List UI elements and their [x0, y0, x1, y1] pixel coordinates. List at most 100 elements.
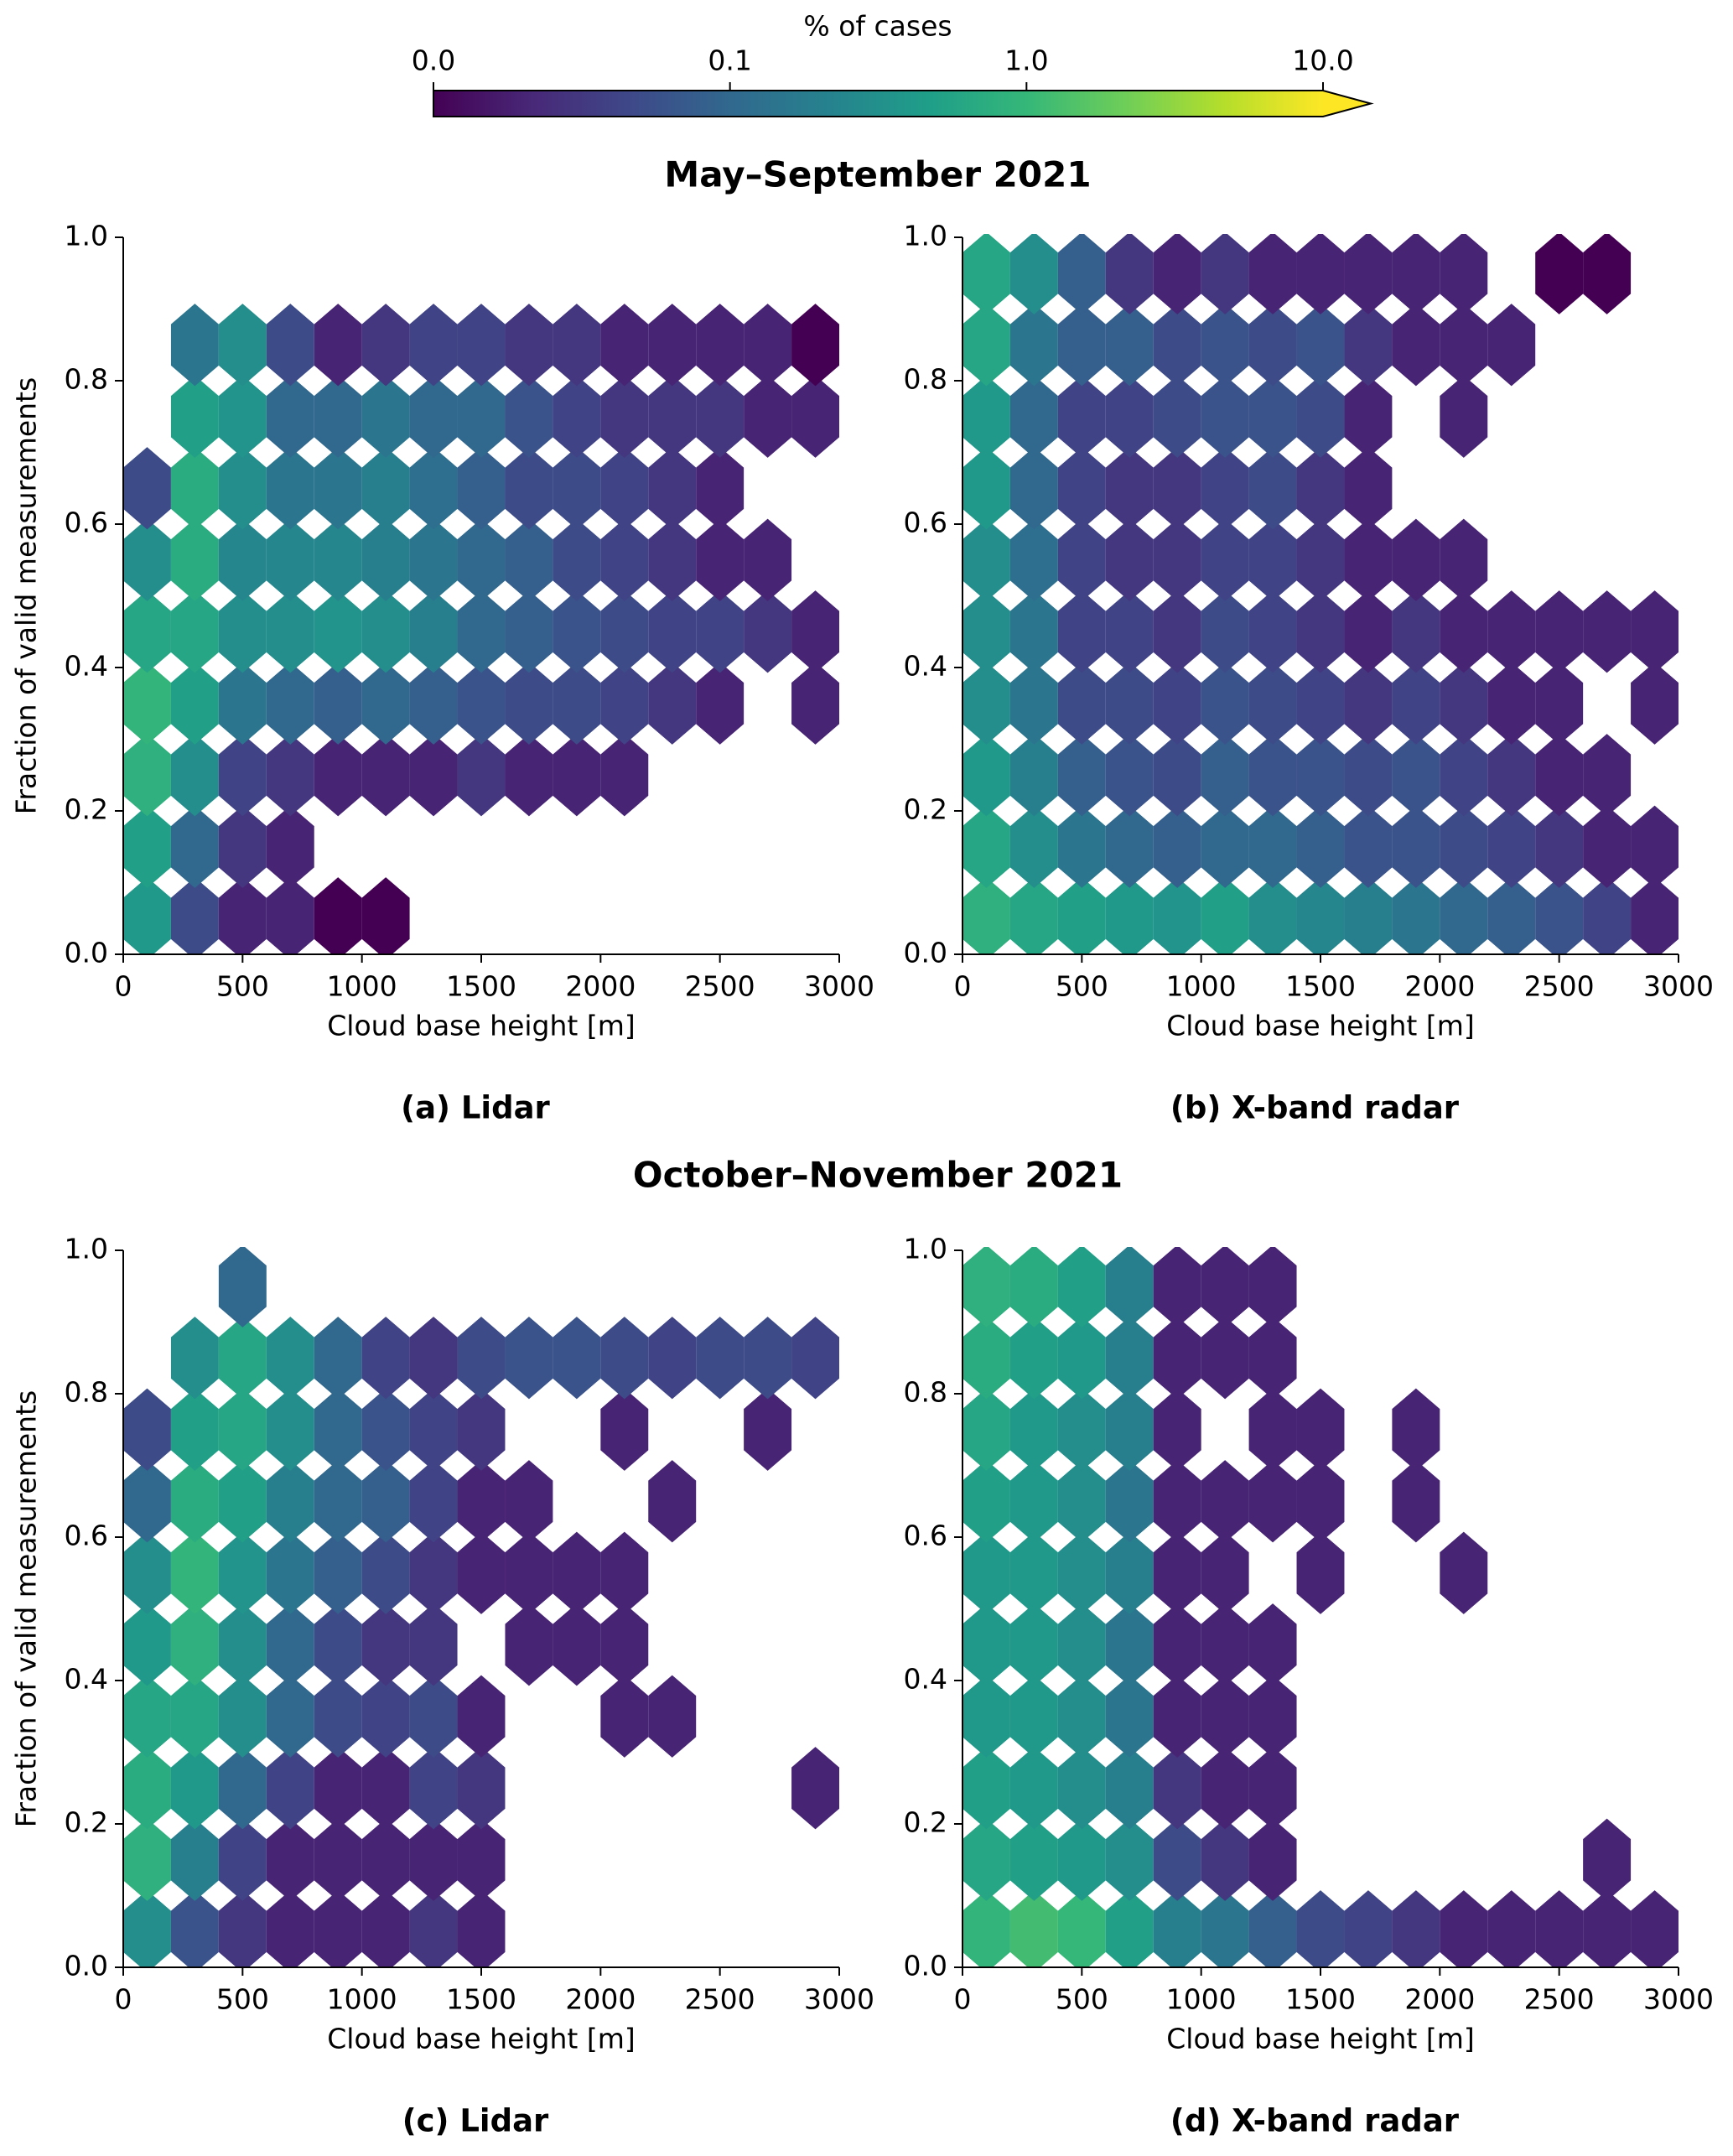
hexbin-cell — [962, 234, 1010, 314]
y-tick-label: 0.8 — [904, 1376, 947, 1409]
y-axis-label: Fraction of valid measurements — [10, 1390, 43, 1827]
hexbin-cell — [314, 1531, 362, 1614]
hexbin-cell — [1201, 590, 1249, 673]
hexbin-cell — [696, 662, 745, 745]
hexbin-cell — [1344, 590, 1393, 673]
hexbin-cell — [962, 1247, 1010, 1327]
hexbin-cell — [361, 1531, 410, 1614]
hexbin-cell — [1248, 1890, 1297, 1967]
hexbin-cell — [1105, 1388, 1154, 1471]
hexbin-cell — [170, 1890, 219, 1967]
hexbin-cell — [218, 877, 267, 954]
plot-area — [962, 1247, 1679, 1967]
hexbin-cell — [505, 447, 553, 530]
hexbin-cell — [553, 1317, 601, 1400]
hexbin-cell — [553, 1531, 601, 1614]
hexbin-cell — [962, 1747, 1010, 1830]
y-tick-label: 0.6 — [904, 507, 947, 539]
hexbin-cell — [1057, 1247, 1106, 1327]
hexbin-cell — [1296, 590, 1345, 673]
hexbin-cell — [600, 1603, 649, 1686]
hexbin-cell — [1105, 1818, 1154, 1901]
hexbin-cell — [962, 1317, 1010, 1400]
x-tick-label: 0 — [115, 970, 132, 1003]
hexbin-cell — [1105, 1747, 1154, 1830]
hexbin-cell — [1248, 1747, 1297, 1830]
hexbin-cell — [1440, 805, 1488, 888]
hexbin-cell — [266, 1818, 314, 1901]
hexbin-cell — [1344, 447, 1393, 530]
hexbin-cell — [1057, 1388, 1106, 1471]
hexbin-cell — [409, 734, 458, 817]
hexbin-cell — [266, 375, 314, 458]
hexbin-cell — [1392, 1388, 1440, 1471]
hexbin-cell — [457, 1675, 506, 1758]
hexbin-cell — [1105, 1247, 1154, 1327]
hexbin-cell — [1440, 375, 1488, 458]
hexbin-cell — [1631, 590, 1679, 673]
y-tick-label: 0.8 — [65, 1376, 108, 1409]
x-tick-label: 1000 — [327, 970, 397, 1003]
hexbin-cell — [1201, 1460, 1249, 1543]
hexbin-cell — [361, 1890, 410, 1967]
hexbin-cell — [1296, 877, 1345, 954]
hexbin-cell — [266, 1675, 314, 1758]
hexbin-cell — [170, 805, 219, 888]
hexbin-cell — [1344, 1890, 1393, 1967]
hexbin-cell — [1057, 590, 1106, 673]
hexbin-cell — [170, 877, 219, 954]
hexbin-cell — [600, 662, 649, 745]
hexbin-cell — [1487, 662, 1536, 745]
hexbin-cell — [1583, 805, 1632, 888]
x-tick-label: 3000 — [804, 970, 874, 1003]
hexbin-cell — [314, 1747, 362, 1830]
hexbin-cell — [170, 1388, 219, 1471]
x-tick-label: 2500 — [685, 1983, 755, 2016]
y-tick-label: 0.2 — [65, 1806, 108, 1839]
hexbin-cell — [1009, 734, 1058, 817]
hexbin-cell — [1105, 234, 1154, 314]
hexbin-cell — [1344, 877, 1393, 954]
hexbin-cell — [648, 1317, 697, 1400]
hexbin-cell — [361, 1388, 410, 1471]
hexbin-cell — [1153, 1531, 1201, 1614]
hexbin-cell — [1248, 1388, 1297, 1471]
hexbin-cell — [1153, 304, 1201, 387]
hexbin-cell — [505, 304, 553, 387]
hexbin-cell — [1105, 662, 1154, 745]
hexbin-cell — [505, 590, 553, 673]
x-tick-label: 0 — [954, 1983, 972, 2016]
hexbin-cell — [1583, 1818, 1632, 1901]
hexbin-cell — [218, 1531, 267, 1614]
hexbin-cell — [361, 734, 410, 817]
hexbin-cell — [553, 734, 601, 817]
hexbin-cell — [696, 447, 745, 530]
hexbin-cell — [314, 518, 362, 601]
hexbin-cell — [1296, 805, 1345, 888]
y-tick-label: 1.0 — [904, 1233, 947, 1265]
section-title: May–September 2021 — [664, 154, 1091, 195]
y-tick-label: 0.8 — [65, 363, 108, 396]
hexbin-cell — [170, 447, 219, 530]
hexbin-cell — [1153, 590, 1201, 673]
hexbin-cell — [505, 734, 553, 817]
x-tick-label: 3000 — [1643, 970, 1714, 1003]
hexbin-cell — [170, 375, 219, 458]
hexbin-cell — [1440, 304, 1488, 387]
hexbin-cell — [266, 805, 314, 888]
y-axis-label: Fraction of valid measurements — [10, 377, 43, 814]
hexbin-cell — [314, 877, 362, 954]
hexbin-cell — [218, 304, 267, 387]
hexbin-cell — [962, 1388, 1010, 1471]
hexbin-cell — [1248, 447, 1297, 530]
y-tick-label: 0.4 — [904, 1663, 947, 1696]
hexbin-cell — [962, 1675, 1010, 1758]
hexbin-cell — [962, 662, 1010, 745]
hexbin-cell — [1009, 1317, 1058, 1400]
hexbin-cell — [218, 1747, 267, 1830]
hexbin-cell — [1009, 1603, 1058, 1686]
hexbin-cell — [361, 1747, 410, 1830]
hexbin-cell — [457, 447, 506, 530]
hexbin-cell — [457, 1460, 506, 1543]
hexbin-cell — [1583, 590, 1632, 673]
